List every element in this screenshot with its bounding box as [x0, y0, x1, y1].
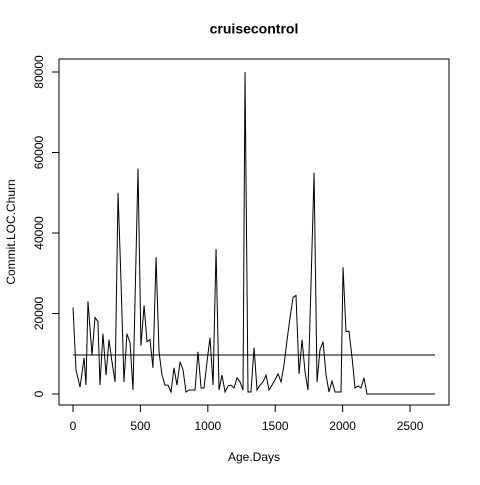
y-tick-label: 60000	[32, 135, 46, 169]
chart-title: cruisecontrol	[210, 21, 299, 37]
x-tick-label: 500	[130, 419, 150, 433]
x-tick-label: 0	[70, 419, 77, 433]
x-tick-label: 1000	[194, 419, 221, 433]
x-tick-label: 2000	[329, 419, 356, 433]
y-tick-label: 40000	[32, 216, 46, 250]
y-tick-label: 0	[32, 390, 46, 397]
y-axis-label: Commit.LOC.Churn	[4, 179, 18, 284]
data-line	[72, 71, 435, 395]
x-tick-label: 2500	[397, 419, 424, 433]
y-tick-label: 20000	[32, 296, 46, 330]
x-axis-label: Age.Days	[228, 450, 280, 464]
x-tick-label: 1500	[262, 419, 289, 433]
y-tick-label: 80000	[32, 55, 46, 89]
plot-box	[58, 58, 450, 406]
